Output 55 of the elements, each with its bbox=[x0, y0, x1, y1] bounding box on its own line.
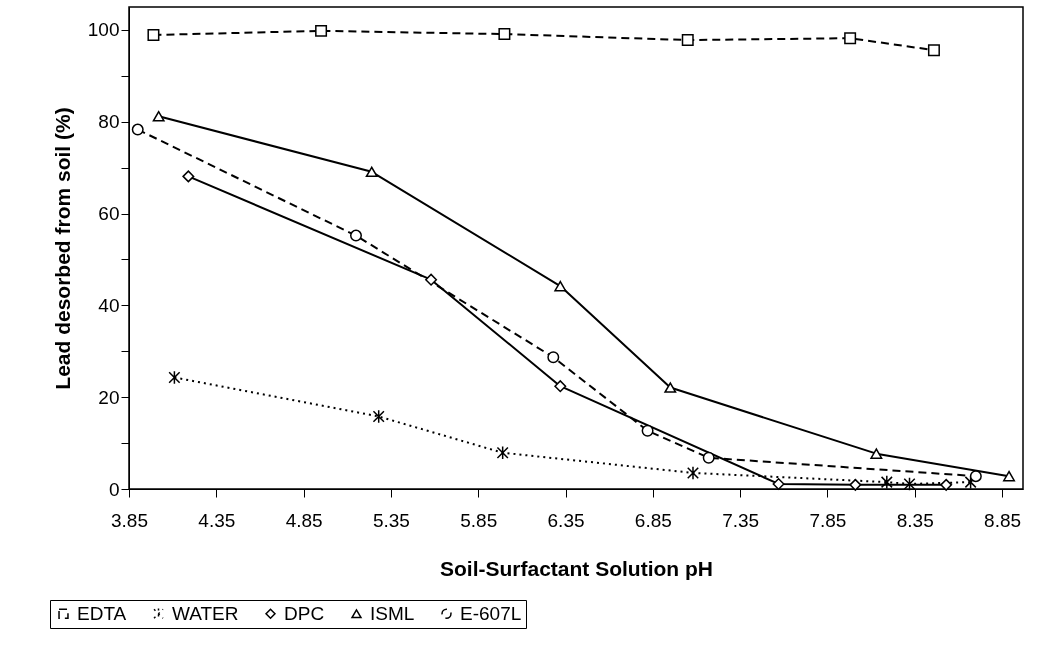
point bbox=[350, 229, 362, 242]
point bbox=[849, 478, 862, 491]
point bbox=[168, 370, 181, 385]
point bbox=[315, 24, 328, 37]
legend-label: DPC bbox=[284, 602, 325, 624]
x-tick-label: 6.35 bbox=[547, 509, 585, 531]
x-tick-label: 8.85 bbox=[984, 509, 1022, 531]
point bbox=[131, 123, 144, 136]
y-tick-label: 100 bbox=[87, 19, 120, 41]
y-tick-label: 0 bbox=[108, 478, 120, 500]
y-tick-label: 60 bbox=[98, 203, 120, 225]
legend-label: E-607L bbox=[460, 602, 522, 624]
x-tick-label: 3.85 bbox=[111, 509, 148, 531]
x-tick-label: 6.85 bbox=[634, 509, 672, 531]
point bbox=[686, 465, 699, 480]
point bbox=[702, 451, 715, 464]
point bbox=[641, 424, 654, 437]
legend-label: EDTA bbox=[77, 602, 127, 624]
point bbox=[940, 478, 953, 491]
point bbox=[664, 382, 677, 393]
point bbox=[554, 380, 567, 393]
y-tick-label: 40 bbox=[98, 294, 120, 316]
point bbox=[927, 44, 940, 57]
point bbox=[547, 351, 560, 364]
x-tick-label: 8.35 bbox=[896, 509, 934, 531]
x-tick-label: 5.35 bbox=[372, 509, 410, 531]
point bbox=[147, 29, 160, 41]
legend-label: ISML bbox=[370, 602, 415, 624]
point bbox=[870, 448, 883, 459]
point bbox=[498, 28, 511, 41]
point bbox=[182, 170, 195, 183]
point bbox=[365, 166, 378, 178]
point bbox=[554, 280, 567, 292]
point bbox=[969, 470, 982, 483]
x-tick-label: 4.85 bbox=[285, 509, 323, 531]
point bbox=[425, 273, 438, 286]
point bbox=[372, 409, 385, 424]
x-tick-label: 7.35 bbox=[722, 509, 760, 531]
point bbox=[772, 477, 785, 490]
point bbox=[1003, 470, 1016, 482]
y-tick-label: 20 bbox=[98, 386, 120, 408]
x-axis-title: Soil-Surfactant Solution pH bbox=[440, 556, 713, 580]
point bbox=[844, 32, 857, 45]
point bbox=[880, 475, 893, 490]
x-tick-label: 4.35 bbox=[198, 509, 236, 531]
x-tick-label: 5.85 bbox=[460, 509, 498, 531]
point bbox=[903, 476, 916, 491]
legend-label: WATER bbox=[172, 602, 239, 624]
x-tick-label: 7.85 bbox=[809, 509, 847, 531]
y-tick-label: 80 bbox=[98, 111, 120, 133]
point bbox=[964, 475, 977, 490]
point bbox=[152, 110, 165, 122]
point bbox=[681, 34, 694, 47]
point bbox=[496, 445, 509, 460]
y-axis-title: Lead desorbed from soil (%) bbox=[50, 107, 74, 390]
